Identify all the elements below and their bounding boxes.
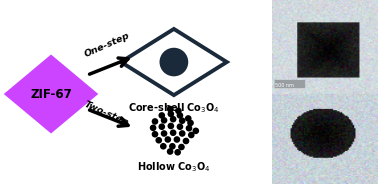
- Text: 500 nm: 500 nm: [276, 83, 294, 88]
- Polygon shape: [121, 29, 227, 95]
- Circle shape: [188, 132, 195, 138]
- Circle shape: [167, 111, 174, 117]
- Circle shape: [179, 117, 186, 124]
- Circle shape: [186, 125, 192, 132]
- Circle shape: [177, 123, 183, 130]
- Text: Core-shell Co$_3$O$_4$: Core-shell Co$_3$O$_4$: [128, 101, 220, 114]
- Circle shape: [161, 117, 167, 124]
- Circle shape: [175, 108, 182, 114]
- Circle shape: [167, 123, 174, 129]
- Circle shape: [174, 136, 180, 143]
- Circle shape: [167, 106, 174, 112]
- Circle shape: [170, 129, 177, 136]
- Circle shape: [160, 48, 188, 76]
- Circle shape: [170, 116, 177, 123]
- Circle shape: [177, 112, 183, 119]
- Circle shape: [183, 138, 189, 144]
- Circle shape: [164, 136, 171, 143]
- Circle shape: [185, 115, 192, 122]
- Circle shape: [161, 130, 167, 137]
- Circle shape: [152, 131, 158, 138]
- Circle shape: [187, 120, 194, 126]
- Circle shape: [155, 137, 162, 144]
- Text: Hollow Co$_3$O$_4$: Hollow Co$_3$O$_4$: [137, 161, 211, 174]
- Circle shape: [160, 143, 167, 150]
- Circle shape: [192, 127, 199, 134]
- Circle shape: [158, 112, 165, 119]
- Circle shape: [174, 149, 181, 156]
- Circle shape: [150, 124, 156, 131]
- Circle shape: [169, 143, 176, 150]
- Circle shape: [179, 130, 186, 137]
- Circle shape: [158, 123, 165, 130]
- Circle shape: [178, 144, 185, 150]
- Circle shape: [167, 148, 174, 155]
- Polygon shape: [4, 55, 98, 133]
- Text: Two-step: Two-step: [83, 100, 130, 128]
- Circle shape: [152, 118, 158, 125]
- Text: ZIF-67: ZIF-67: [30, 87, 72, 101]
- Text: One-step: One-step: [82, 31, 131, 59]
